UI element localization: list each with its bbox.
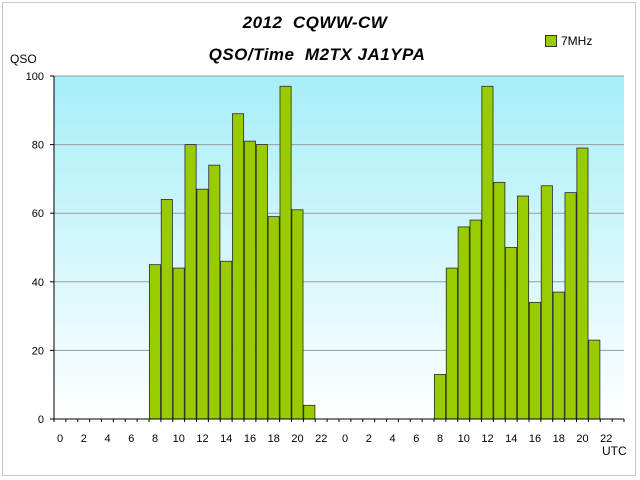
x-tick-label: 20 bbox=[291, 433, 303, 445]
bar bbox=[540, 185, 553, 420]
x-tick-label: 6 bbox=[128, 433, 134, 445]
x-tick-label: 22 bbox=[600, 433, 612, 445]
bar bbox=[184, 144, 197, 420]
x-tick-label: 0 bbox=[342, 433, 348, 445]
bar bbox=[481, 85, 494, 420]
y-tick-label: 60 bbox=[32, 208, 44, 220]
bar bbox=[255, 144, 268, 420]
bar bbox=[528, 301, 541, 420]
bar bbox=[433, 374, 446, 420]
legend-label: 7MHz bbox=[561, 34, 593, 48]
bar bbox=[196, 188, 209, 420]
bar bbox=[267, 216, 280, 420]
bar bbox=[172, 267, 185, 420]
x-tick-label: 2 bbox=[366, 433, 372, 445]
bar bbox=[588, 339, 601, 420]
y-tick-label: 80 bbox=[32, 140, 44, 152]
bar bbox=[279, 85, 292, 420]
x-tick-label: 12 bbox=[196, 433, 208, 445]
x-tick-label: 10 bbox=[458, 433, 470, 445]
x-ticks: 0 2 4 6 8 10 12 14 16 18 20 22 0 2 4 6 8 10 12 14 16 18 20 22 bbox=[53, 419, 625, 445]
bar bbox=[469, 219, 482, 420]
y-ticks: 0 20 40 60 80 100 bbox=[26, 71, 54, 426]
bar bbox=[291, 209, 304, 420]
bar bbox=[457, 226, 470, 420]
legend-swatch bbox=[545, 35, 557, 47]
legend: 7MHz bbox=[545, 34, 592, 48]
bar bbox=[220, 260, 233, 420]
bar bbox=[493, 181, 506, 420]
x-axis-label: UTC bbox=[602, 444, 627, 458]
x-tick-label: 8 bbox=[152, 433, 158, 445]
x-tick-label: 8 bbox=[437, 433, 443, 445]
bar bbox=[505, 247, 518, 420]
y-axis-label: QSO bbox=[10, 52, 37, 66]
chart-title: 2012 CQWW-CW bbox=[242, 13, 388, 32]
y-tick-label: 20 bbox=[32, 345, 44, 357]
x-tick-label: 2 bbox=[81, 433, 87, 445]
bars bbox=[148, 85, 601, 420]
x-tick-label: 4 bbox=[389, 433, 395, 445]
bar bbox=[303, 404, 316, 420]
bar bbox=[576, 147, 589, 420]
x-tick-label: 14 bbox=[505, 433, 517, 445]
bar bbox=[148, 264, 161, 420]
x-tick-label: 20 bbox=[576, 433, 588, 445]
bar bbox=[445, 267, 458, 420]
y-tick-label: 100 bbox=[26, 71, 44, 83]
y-tick-label: 40 bbox=[32, 277, 44, 289]
x-tick-label: 4 bbox=[104, 433, 110, 445]
bar bbox=[232, 113, 245, 420]
bar bbox=[243, 140, 256, 420]
chart-subtitle: QSO/Time M2TX JA1YPA bbox=[208, 45, 426, 64]
x-tick-label: 14 bbox=[220, 433, 232, 445]
bar bbox=[517, 195, 530, 420]
x-tick-label: 6 bbox=[413, 433, 419, 445]
x-tick-label: 16 bbox=[244, 433, 256, 445]
bar bbox=[208, 164, 221, 420]
x-tick-label: 10 bbox=[173, 433, 185, 445]
bar bbox=[160, 199, 173, 420]
x-tick-label: 0 bbox=[57, 433, 63, 445]
x-tick-label: 18 bbox=[553, 433, 565, 445]
bar bbox=[552, 291, 565, 420]
bar bbox=[564, 192, 577, 420]
x-tick-label: 18 bbox=[268, 433, 280, 445]
x-tick-label: 22 bbox=[315, 433, 327, 445]
x-tick-label: 12 bbox=[481, 433, 493, 445]
x-tick-label: 16 bbox=[529, 433, 541, 445]
y-tick-label: 0 bbox=[38, 414, 44, 426]
